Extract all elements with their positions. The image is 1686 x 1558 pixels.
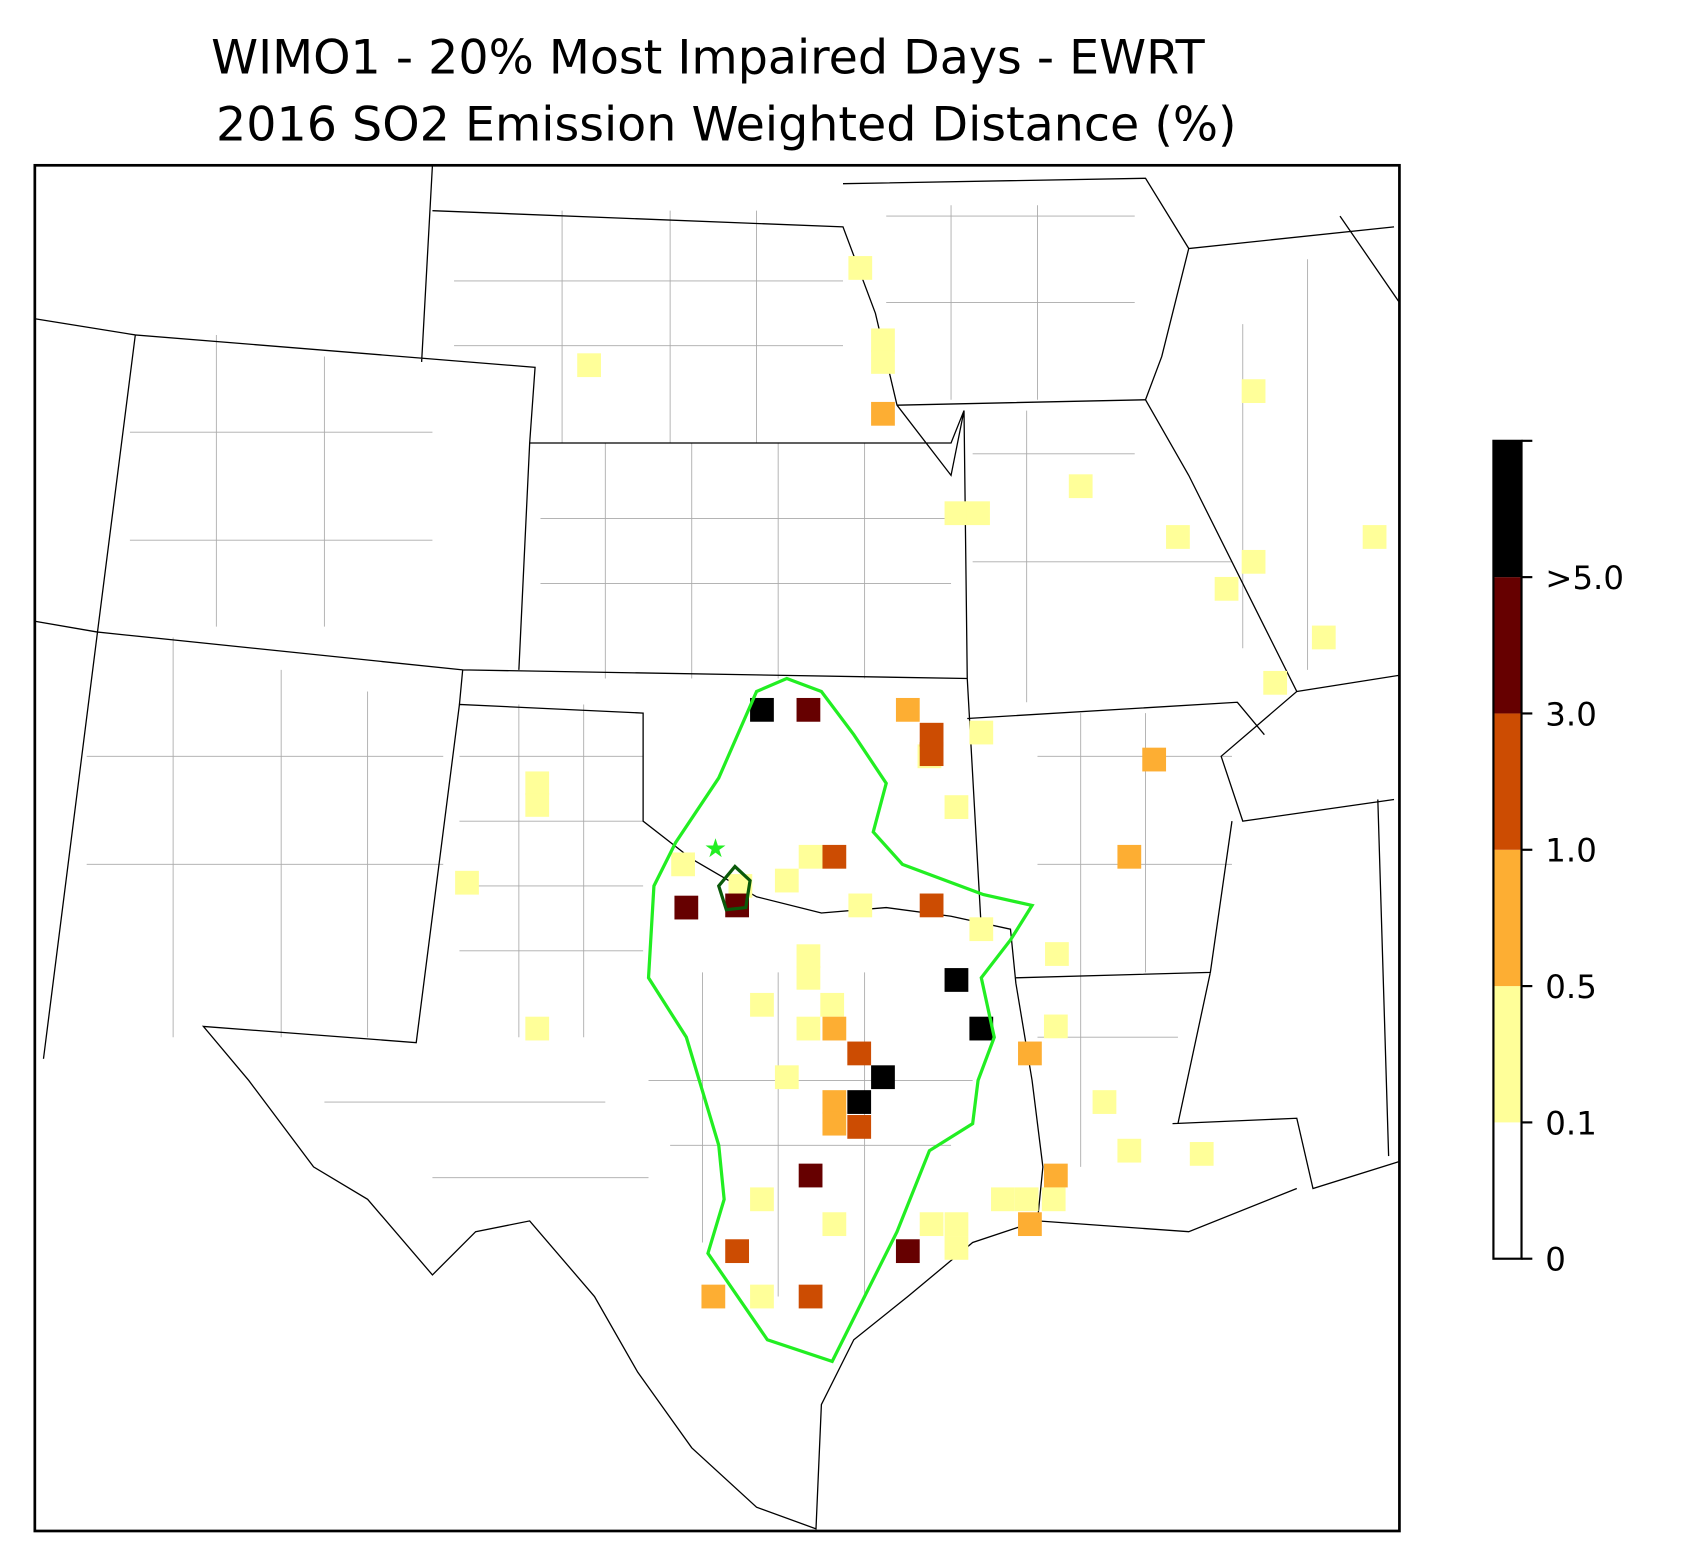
colorbar-segment <box>1493 713 1522 850</box>
colorbar-tick-label: 3.0 <box>1545 695 1597 733</box>
emission-cell <box>969 917 994 942</box>
emission-cell <box>1043 1163 1068 1188</box>
emission-cell <box>895 1239 920 1264</box>
colorbar-tick-label: 1.0 <box>1545 832 1597 870</box>
emission-cell <box>822 844 847 869</box>
emission-cell <box>944 501 969 526</box>
emission-cell <box>525 793 550 817</box>
emission-cell <box>822 1090 847 1114</box>
emission-cells <box>455 256 1387 1309</box>
emission-cell <box>822 1212 847 1237</box>
source-region-boundary <box>646 676 1035 1364</box>
colorbar-tick-label: 0.1 <box>1545 1104 1597 1142</box>
emission-cell <box>820 992 845 1017</box>
emission-cell <box>1214 576 1239 601</box>
emission-cell <box>1117 844 1142 869</box>
state-borders <box>34 165 1400 1530</box>
emission-cell <box>919 1212 944 1237</box>
emission-cell <box>991 1187 1015 1212</box>
emission-cell <box>944 1236 969 1260</box>
emission-cell <box>774 1065 799 1090</box>
class1-area <box>716 864 752 912</box>
emission-cell <box>871 401 895 426</box>
emission-cell <box>750 697 774 722</box>
emission-cell <box>674 895 699 920</box>
emission-cell <box>1068 474 1093 499</box>
emission-cell <box>871 350 895 374</box>
emission-cell <box>1014 1187 1039 1212</box>
emission-cell <box>1142 747 1167 772</box>
colorbar-segment <box>1493 849 1522 987</box>
emission-cell <box>798 844 823 869</box>
emission-cell <box>1241 379 1266 404</box>
emission-cell <box>919 742 944 767</box>
emission-cell <box>944 1212 969 1237</box>
emission-cell <box>796 944 821 969</box>
emission-cell <box>774 868 799 893</box>
emission-cell <box>796 1016 821 1041</box>
emission-cell <box>1043 1014 1068 1039</box>
emission-cell <box>1018 1041 1042 1066</box>
emission-cell <box>671 852 695 877</box>
emission-cell <box>1018 1212 1042 1237</box>
map-title: WIMO1 - 20% Most Impaired Days - EWRT <box>211 30 1206 85</box>
emission-cell <box>701 1284 726 1309</box>
emission-cell <box>847 1115 872 1139</box>
colorbar-segment <box>1493 1122 1522 1259</box>
colorbar-tick-label: 0.5 <box>1545 968 1597 1006</box>
emission-cell <box>944 968 969 992</box>
emission-cell <box>455 870 479 895</box>
emission-cell <box>798 1163 823 1188</box>
emission-cell <box>822 1016 847 1041</box>
emission-cell <box>871 328 895 353</box>
emission-cell <box>1041 1187 1066 1212</box>
colorbar-segment <box>1493 577 1522 714</box>
emission-cell <box>847 1041 872 1066</box>
emission-cell <box>1263 670 1288 695</box>
emission-cell <box>798 1284 823 1309</box>
emission-cell <box>1045 942 1069 966</box>
emission-cell <box>525 1016 550 1041</box>
emission-cell <box>848 256 873 280</box>
emission-cell <box>895 697 920 722</box>
monitor-star: ★ <box>704 834 727 864</box>
emission-cell <box>750 1284 774 1309</box>
emission-cell <box>1166 525 1190 549</box>
emission-cell <box>525 771 550 796</box>
emission-cell <box>796 965 821 990</box>
emission-cell <box>1189 1142 1214 1166</box>
emission-cell <box>1117 1138 1142 1163</box>
emission-cell <box>1241 549 1266 574</box>
colorbar: 0 0.1 0.5 1.0 3.0 >5.0 <box>1492 439 1624 1279</box>
emission-cell <box>919 722 944 747</box>
emission-cell <box>847 1090 872 1114</box>
colorbar-segment <box>1493 986 1522 1123</box>
emission-cell <box>871 1065 895 1090</box>
emission-cell <box>1311 625 1336 650</box>
emission-cell <box>919 893 944 918</box>
emission-cell <box>728 874 753 898</box>
emission-cell <box>725 1239 750 1264</box>
emission-cell <box>969 720 994 745</box>
emission-cell <box>725 893 750 918</box>
emission-cell <box>822 1111 847 1136</box>
emission-cell <box>577 353 601 378</box>
emission-cell <box>848 893 873 918</box>
map-subtitle: 2016 SO2 Emission Weighted Distance (%) <box>216 97 1237 152</box>
emission-cell <box>1092 1090 1117 1114</box>
emission-cell <box>796 697 821 722</box>
colorbar-tick-label: >5.0 <box>1545 559 1624 597</box>
colorbar-tick-label: 0 <box>1545 1241 1566 1279</box>
emission-cell <box>750 992 774 1017</box>
emission-cell <box>969 1016 994 1041</box>
colorbar-segment <box>1493 440 1522 578</box>
emission-cell <box>750 1187 774 1212</box>
emission-cell <box>966 501 990 526</box>
emission-cell <box>1362 525 1387 549</box>
emission-cell <box>944 795 969 819</box>
